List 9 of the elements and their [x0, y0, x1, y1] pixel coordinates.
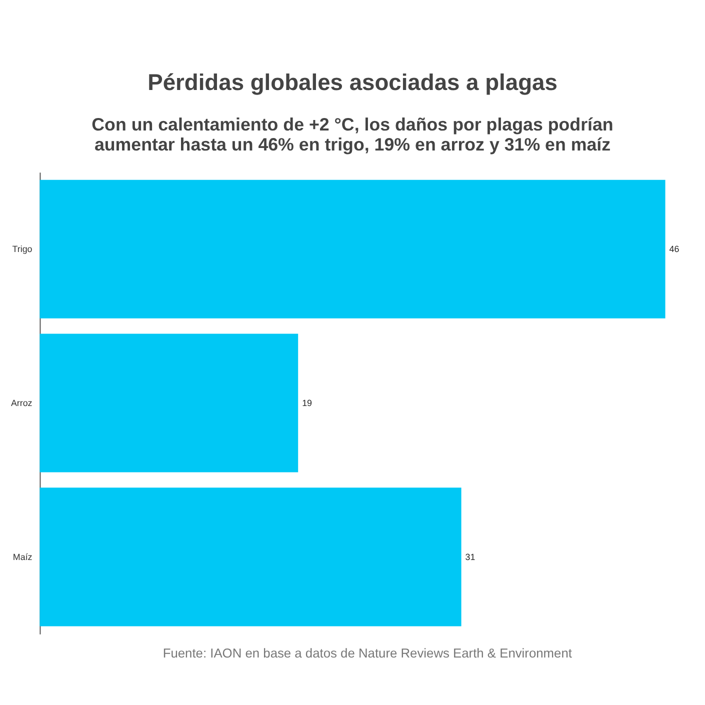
y-tick-label: Trigo: [12, 244, 32, 254]
data-label: 19: [302, 398, 312, 408]
chart-title: Pérdidas globales asociadas a plagas: [148, 68, 558, 95]
data-label: 31: [465, 552, 476, 562]
source-note: Fuente: IAON en base a datos de Nature Reviews Earth & Environment: [162, 646, 572, 661]
chart-subtitle: Con un calentamiento de +2 °C, los daños por plagas podrían aumentar hasta un 46% en trigo, 19% en arroz y 31% en maíz: [92, 114, 614, 154]
data-label: 46: [669, 244, 680, 254]
y-tick-label: Arroz: [10, 398, 33, 408]
y-tick-label: Maíz: [12, 552, 33, 562]
